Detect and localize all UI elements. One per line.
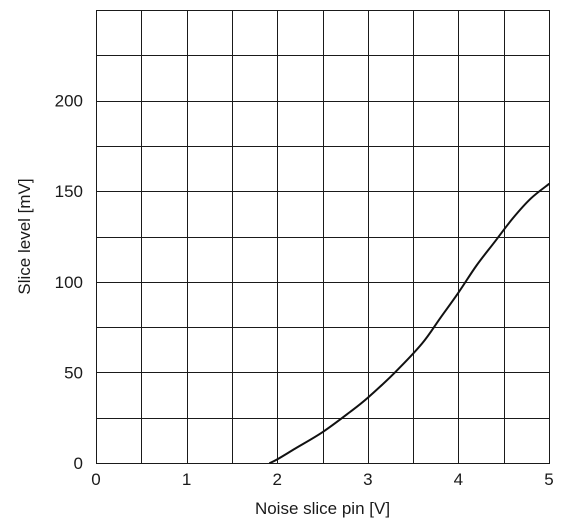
- series-layer: [268, 182, 550, 464]
- y-tick-label-1: 50: [64, 363, 83, 382]
- y-tick-labels: 0 50 100 150 200: [55, 92, 83, 473]
- grid: [96, 10, 550, 464]
- plot-frame: [95, 9, 551, 465]
- y-tick-label-2: 100: [55, 273, 83, 292]
- x-tick-label-1: 1: [182, 470, 191, 489]
- x-tick-label-3: 3: [363, 470, 372, 489]
- x-axis-label: Noise slice pin [V]: [255, 499, 390, 518]
- x-tick-label-4: 4: [454, 470, 463, 489]
- series-line-0: [268, 182, 550, 464]
- x-tick-label-5: 5: [544, 470, 553, 489]
- y-tick-label-3: 150: [55, 182, 83, 201]
- y-tick-label-4: 200: [55, 92, 83, 111]
- x-tick-label-2: 2: [272, 470, 281, 489]
- y-tick-label-0: 0: [74, 454, 83, 473]
- x-tick-labels: 0 1 2 3 4 5: [91, 470, 553, 489]
- x-tick-label-0: 0: [91, 470, 100, 489]
- y-axis-label: Slice level [mV]: [15, 178, 34, 294]
